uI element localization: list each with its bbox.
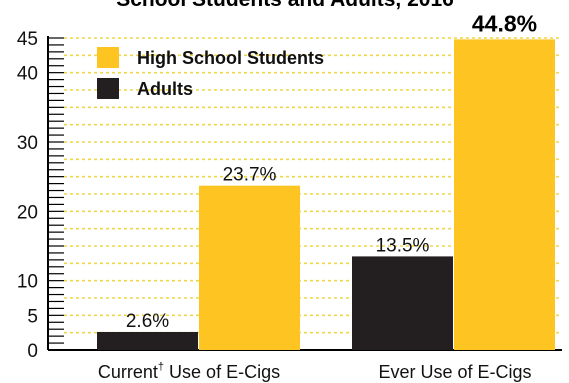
y-tick-label: 10 (17, 272, 38, 293)
bar-labels: 2.6% 23.7% 13.5% 44.8% (126, 10, 537, 332)
legend-label-adults: Adults (137, 79, 193, 99)
y-tick-label: 5 (27, 306, 38, 327)
data-label-adults-0: 2.6% (126, 311, 169, 332)
bar-high-school-0 (199, 185, 300, 350)
legend-label-high-school: High School Students (137, 48, 324, 68)
x-category-label-current: Current† Use of E-Cigs (98, 361, 280, 382)
y-axis-minor-ticks (48, 37, 64, 344)
legend-swatch-high-school (97, 47, 119, 68)
legend-swatch-adults (97, 78, 119, 99)
chart-title: School Students and Adults, 2016 (116, 0, 454, 11)
bar-high-school-1 (454, 39, 555, 351)
bar-adults-0 (97, 331, 198, 350)
y-tick-label: 0 (27, 341, 38, 362)
y-tick-label: 40 (17, 64, 38, 85)
y-tick-label: 30 (17, 133, 38, 154)
legend: High School Students Adults (97, 47, 324, 99)
data-label-adults-1: 13.5% (376, 235, 430, 256)
y-tick-label: 45 (17, 29, 38, 50)
x-category-label-ever: Ever Use of E-Cigs (378, 362, 531, 382)
bar-adults-1 (352, 256, 453, 350)
data-label-high-school-0: 23.7% (223, 165, 277, 186)
data-label-high-school-1: 44.8% (472, 10, 537, 36)
y-tick-label: 20 (17, 202, 38, 223)
bars (97, 39, 555, 351)
y-axis-tick-labels: 0 5 10 20 30 40 45 (17, 29, 38, 362)
